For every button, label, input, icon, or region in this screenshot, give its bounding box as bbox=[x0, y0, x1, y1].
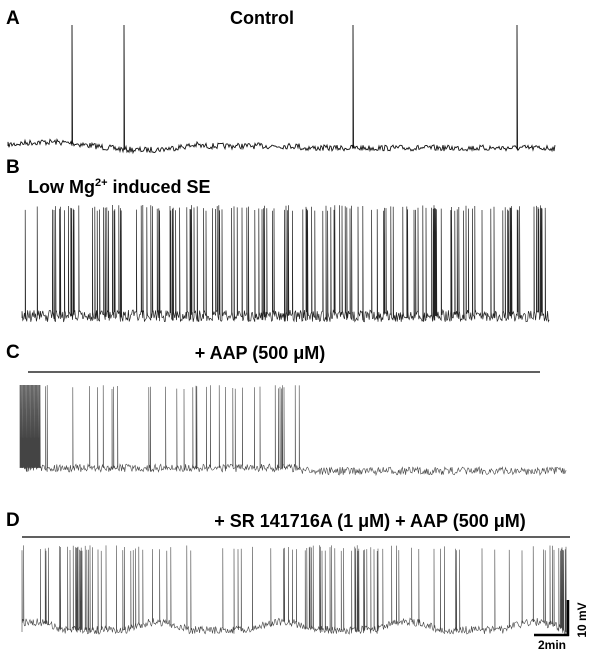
panel-title: Low Mg2+ induced SE bbox=[28, 177, 211, 197]
panel-label: D bbox=[6, 510, 20, 531]
panel-title: Control bbox=[230, 8, 294, 28]
panel-title: + AAP (500 μM) bbox=[195, 343, 326, 363]
title-part: Low Mg bbox=[28, 177, 95, 197]
trace bbox=[21, 204, 550, 323]
panel-title: + SR 141716A (1 μM) + AAP (500 μM) bbox=[214, 511, 525, 531]
scale-label: 10 mV bbox=[575, 602, 589, 637]
title-sup: 2+ bbox=[95, 177, 108, 189]
traces bbox=[7, 24, 568, 636]
title-part: induced SE bbox=[108, 177, 211, 197]
scale-label: 2min bbox=[538, 638, 566, 652]
trace bbox=[7, 24, 556, 155]
trace bbox=[21, 545, 568, 636]
trace bbox=[19, 384, 567, 477]
panel-label: A bbox=[6, 8, 20, 29]
panel-label: B bbox=[6, 157, 20, 178]
panel-label: C bbox=[6, 342, 20, 363]
